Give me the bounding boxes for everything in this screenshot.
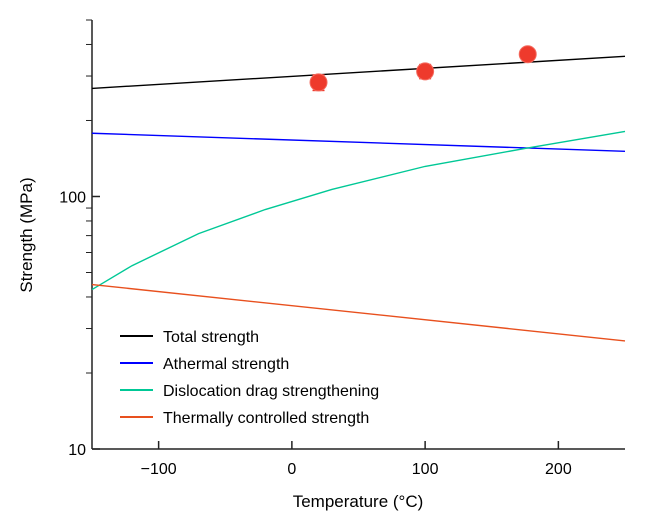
y-axis-label: Strength (MPa) [17, 177, 36, 292]
y-tick-label: 10 [68, 442, 86, 459]
series-line [91, 130, 626, 291]
series-line [91, 55, 626, 90]
x-tick-label: 200 [545, 461, 572, 478]
data-point [309, 73, 328, 92]
legend-label: Athermal strength [163, 356, 289, 373]
x-tick-label: 0 [287, 461, 296, 478]
x-tick-label: −100 [141, 461, 177, 478]
y-tick-label: 100 [59, 189, 86, 206]
legend-label: Thermally controlled strength [163, 410, 369, 427]
series-line [91, 283, 626, 342]
series-line [91, 132, 626, 153]
data-point [416, 62, 435, 81]
x-tick-label: 100 [412, 461, 439, 478]
legend-label: Total strength [163, 329, 259, 346]
data-point [518, 45, 537, 64]
x-axis-label: Temperature (°C) [293, 492, 424, 511]
legend-label: Dislocation drag strengthening [163, 383, 379, 400]
